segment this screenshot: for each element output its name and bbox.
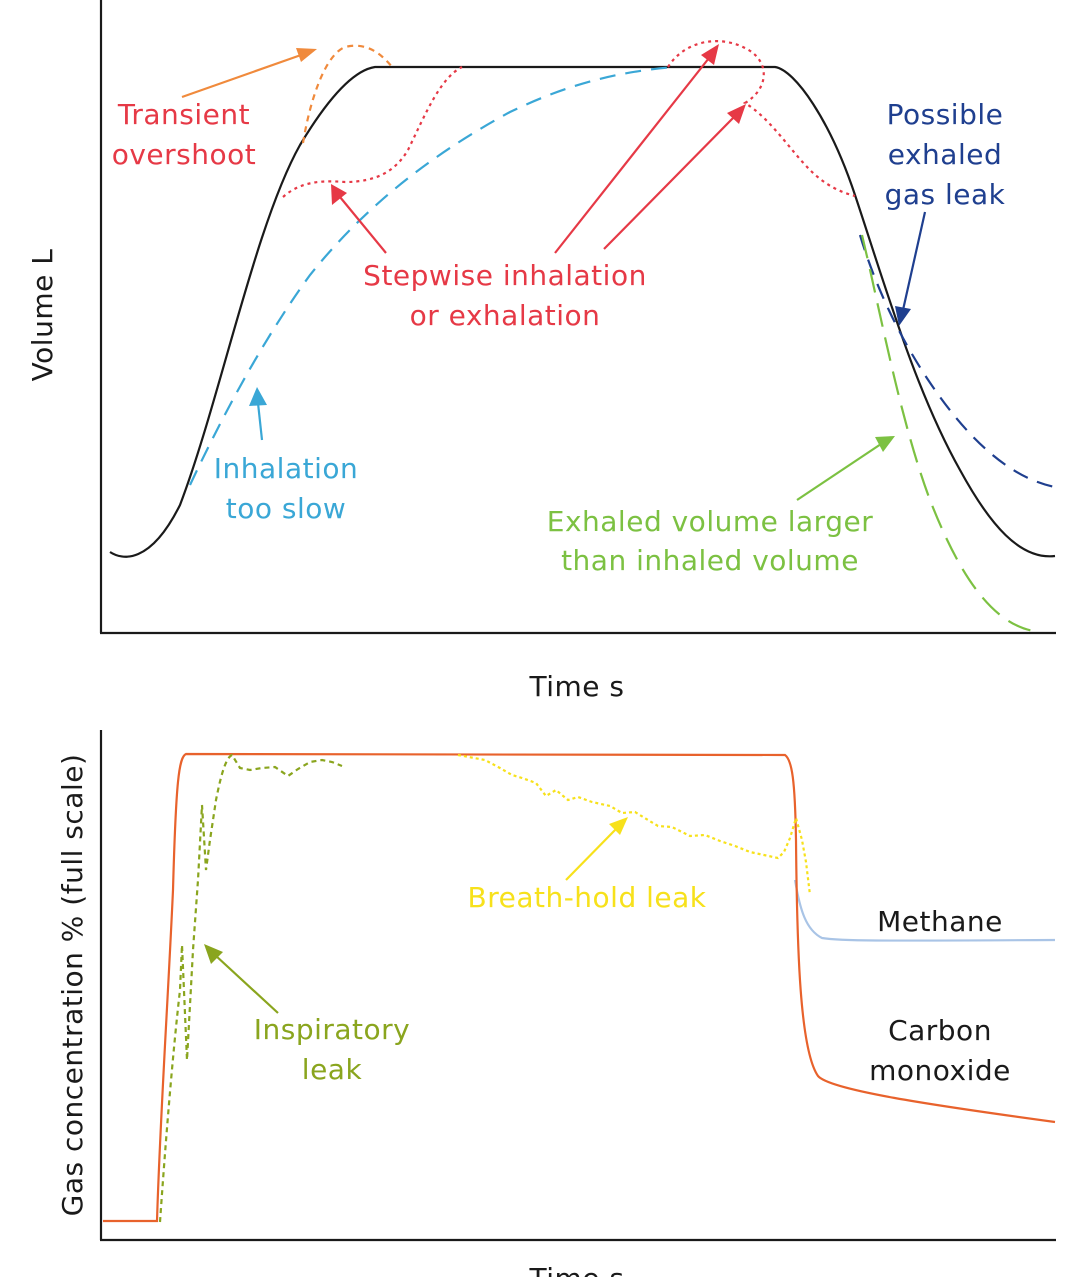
- gas-leak-arrowhead: [895, 306, 911, 326]
- carbon-monoxide-label-2: monoxide: [869, 1054, 1011, 1087]
- carbon-monoxide-curve: [103, 752, 1056, 1223]
- gas-leak-label-2: exhaled: [888, 138, 1003, 171]
- stepwise-inhalation-curve: [282, 66, 463, 198]
- stepwise-arrowhead-3: [727, 104, 746, 124]
- inhalation-slow-label-1: Inhalation: [214, 452, 358, 485]
- stepwise-arrowhead-2: [701, 44, 719, 65]
- breath-hold-arrow: [565, 827, 618, 881]
- inhalation-slow-label-2: too slow: [226, 492, 347, 525]
- inspiratory-leak-curve: [158, 753, 343, 1223]
- bottom-y-axis-label: Gas concentration % (full scale): [56, 754, 89, 1217]
- transient-overshoot-label-2: overshoot: [112, 138, 257, 171]
- transient-overshoot-curve: [301, 44, 393, 144]
- inspiratory-leak-label-1: Inspiratory: [254, 1013, 411, 1046]
- inspiratory-arrowhead: [204, 944, 223, 964]
- stepwise-label-1: Stepwise inhalation: [363, 259, 647, 292]
- breath-hold-leak-curve: [457, 753, 812, 896]
- normal-volume-curve: [109, 65, 1056, 558]
- exhaled-larger-label-2: than inhaled volume: [561, 544, 859, 577]
- carbon-monoxide-label-1: Carbon: [888, 1014, 992, 1047]
- exhaled-larger-curve: [860, 234, 1041, 634]
- inspiratory-arrow: [214, 954, 279, 1014]
- stepwise-arrow-2: [554, 57, 710, 254]
- gas-leak-arrow: [901, 211, 927, 311]
- bottom-x-axis-label: Time s: [528, 1262, 624, 1277]
- stepwise-arrow-3: [603, 115, 736, 250]
- inhalation-too-slow-curve: [189, 65, 676, 486]
- transient-arrowhead: [296, 48, 317, 62]
- exhaled-larger-label-1: Exhaled volume larger: [547, 505, 873, 538]
- bottom-panel: Gas concentration % (full scale) Time s …: [56, 730, 1056, 1277]
- methane-label: Methane: [877, 905, 1003, 938]
- exhaled-gas-leak-curve: [858, 234, 1056, 489]
- top-x-axis-label: Time s: [528, 670, 624, 703]
- transient-arrow: [181, 53, 302, 99]
- inhalation-arrow: [256, 402, 264, 441]
- inhalation-arrowhead: [249, 387, 267, 406]
- top-y-axis-label: Volume L: [26, 249, 59, 382]
- inspiratory-leak-label-2: leak: [302, 1053, 363, 1086]
- breath-hold-label: Breath-hold leak: [467, 881, 706, 914]
- transient-overshoot-label-1: Transient: [117, 98, 250, 131]
- stepwise-label-2: or exhalation: [410, 299, 601, 332]
- exhaled-larger-arrowhead: [875, 436, 895, 452]
- breath-hold-arrowhead: [609, 817, 628, 835]
- top-panel: Volume L Time s Transient overshoot Poss…: [26, 0, 1056, 703]
- gas-leak-label-1: Possible: [887, 98, 1004, 131]
- stepwise-arrowhead-1: [331, 184, 347, 205]
- gas-leak-label-3: gas leak: [885, 178, 1006, 211]
- exhaled-larger-arrow: [796, 443, 882, 501]
- stepwise-arrow-1: [339, 196, 387, 254]
- stepwise-exhalation-curve: [667, 40, 856, 198]
- methane-curve: [793, 879, 1056, 942]
